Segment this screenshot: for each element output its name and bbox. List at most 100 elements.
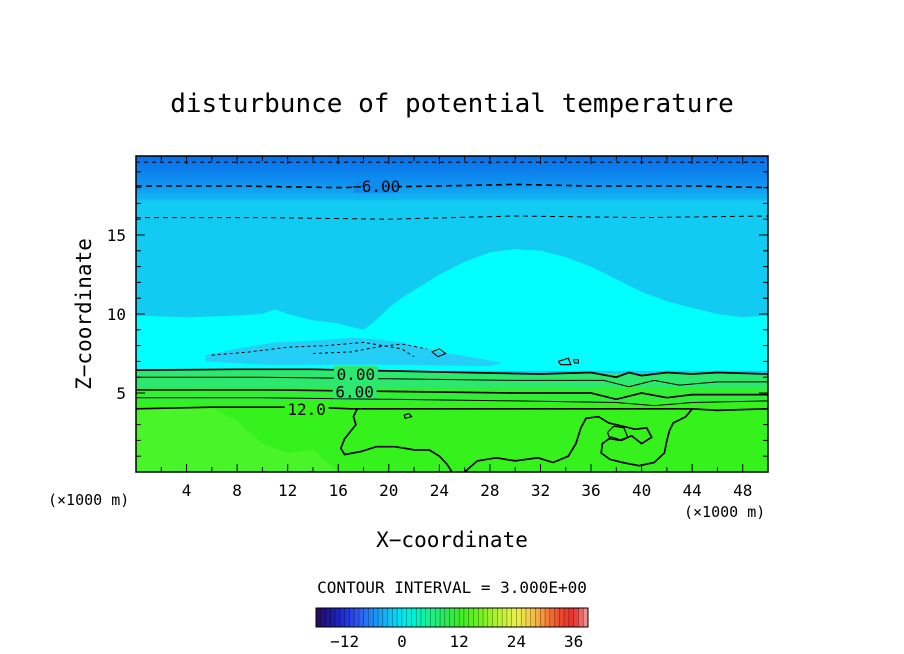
colorbar-swatch [473, 608, 479, 627]
contour-12-line [136, 406, 768, 412]
y-tick-label: 15 [107, 226, 126, 245]
colorbar-swatch [459, 608, 465, 627]
x-tick-label: 40 [632, 481, 651, 500]
contour-3-line [136, 376, 768, 388]
colorbar-swatch [344, 608, 350, 627]
colorbar-swatch [425, 608, 431, 627]
colorbar-swatch [540, 608, 546, 627]
colorbar-swatch [335, 608, 341, 627]
colorbar-swatch [568, 608, 574, 627]
contour-9-line [136, 397, 768, 407]
colorbar-swatch [392, 608, 398, 627]
colorbar-swatch [440, 608, 446, 627]
colorbar-tick-label: 36 [564, 632, 583, 651]
contour-label-6-backing [332, 383, 377, 399]
contour-12-lobe-1 [339, 408, 453, 472]
x-axis: 4 8 12 16 20 24 28 32 36 40 44 48 [160, 156, 769, 500]
colorbar-tick-label: −12 [330, 632, 359, 651]
colorbar-swatch [530, 608, 536, 627]
colorbar-swatch [468, 608, 474, 627]
top-layer-fill [136, 156, 768, 201]
colorbar [315, 608, 589, 627]
y-tick-label: 5 [116, 384, 126, 403]
colorbar-swatch [525, 608, 532, 627]
colorbar-swatch [382, 608, 388, 627]
colorbar-swatch [483, 608, 489, 627]
colorbar-swatch [564, 608, 570, 627]
y-axis-label: Z−coordinate [72, 238, 96, 390]
colorbar-swatch [487, 608, 493, 627]
colorbar-tick-label: 12 [450, 632, 469, 651]
colorbar-swatch [325, 608, 331, 627]
x-unit-right: (×1000 m) [684, 503, 765, 521]
colorbar-swatch [406, 608, 412, 627]
colorbar-swatch [511, 608, 517, 627]
contour-label-0: 0.00 [337, 365, 376, 384]
contour-label-0-backing [333, 366, 378, 382]
colorbar-swatch [397, 608, 403, 627]
colorbar-swatch [363, 608, 369, 627]
contour-island-2 [557, 357, 572, 366]
colorbar-swatch [578, 608, 584, 627]
colorbar-swatch [354, 608, 360, 627]
x-tick-label: 16 [329, 481, 348, 500]
contour-mixing-line-2 [312, 343, 427, 354]
contour-minus3-line [136, 215, 768, 220]
y-tick-label: 10 [107, 305, 126, 324]
chart-title: disturbunce of potential temperature [170, 89, 734, 119]
colorbar-swatch [545, 608, 551, 627]
colorbar-swatch [358, 608, 365, 627]
contour-minus6-line [136, 183, 768, 189]
contour-12-lobe-2 [464, 408, 693, 472]
x-tick-label: 48 [733, 481, 752, 500]
colorbar-swatch [454, 608, 460, 627]
x-unit-left: (×1000 m) [48, 491, 129, 509]
x-tick-label: 24 [430, 481, 449, 500]
contour-mixing-line-1 [211, 341, 415, 358]
x-tick-label: 28 [480, 481, 499, 500]
contour-label-12: 12.0 [287, 400, 326, 419]
lower-troposphere-fill-2 [136, 386, 768, 401]
contour-labels: −6.00 0.006.00 12.0 [284, 177, 400, 419]
contour-6-line [136, 388, 768, 401]
x-tick-label: 44 [683, 481, 702, 500]
contour-island-4 [431, 348, 447, 358]
colorbar-swatch [521, 608, 527, 627]
colorbar-swatch [420, 608, 427, 627]
y-axis: 5 10 15 [107, 171, 768, 457]
colorbar-tick-label: 0 [397, 632, 407, 651]
colorbar-frame [315, 607, 589, 628]
contour-island-3 [572, 359, 579, 364]
x-tick-label: 36 [581, 481, 600, 500]
colorbar-swatch [430, 608, 436, 627]
x-axis-label: X−coordinate [376, 528, 528, 552]
colorbar-swatch [316, 608, 322, 627]
colorbar-swatch [444, 608, 450, 627]
contour-label-6: 6.00 [335, 382, 374, 401]
x-tick-label: 20 [379, 481, 398, 500]
colorbar-swatch [368, 608, 374, 627]
colorbar-swatch [516, 608, 522, 627]
colorbar-swatch [506, 608, 512, 627]
mixing-region-fill [205, 337, 503, 367]
x-tick-label: 8 [232, 481, 242, 500]
colorbar-swatch [373, 608, 379, 627]
colorbar-swatch [435, 608, 441, 627]
contour-interval-label: CONTOUR INTERVAL = 3.000E+00 [317, 578, 587, 597]
contour-label-minus6: −6.00 [352, 177, 400, 196]
colorbar-swatch [559, 608, 565, 627]
colorbar-swatch [535, 608, 541, 627]
colorbar-swatch [554, 608, 560, 627]
colorbar-swatch [573, 608, 579, 627]
x-tick-label: 4 [182, 481, 192, 500]
x-tick-label: 12 [278, 481, 297, 500]
contour-label-minus6-backing [354, 178, 399, 194]
colorbar-swatch [330, 608, 336, 627]
surface-layer-highlight [136, 407, 339, 472]
x-tick-label: 32 [531, 481, 550, 500]
colorbar-swatch [378, 608, 384, 627]
colorbar-swatch [411, 608, 417, 627]
colorbar-swatch [583, 608, 589, 627]
colorbar-tick-label: 24 [507, 632, 526, 651]
